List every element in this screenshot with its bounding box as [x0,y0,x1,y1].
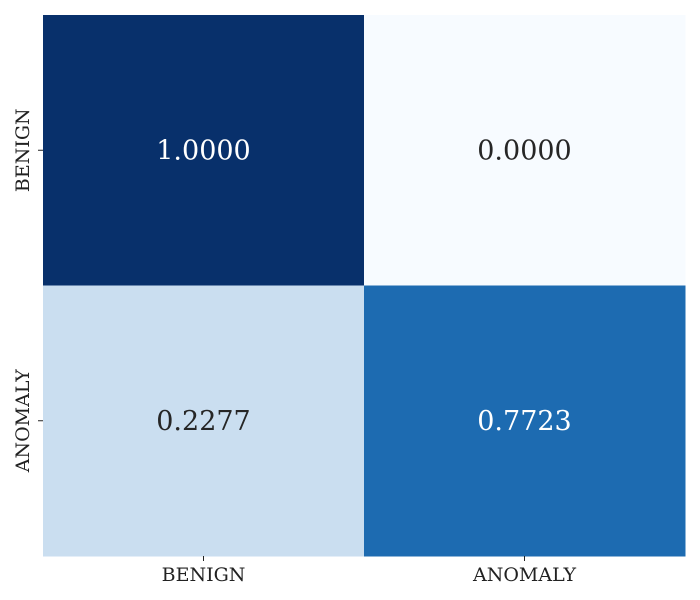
x-axis: BENIGN ANOMALY [162,556,577,586]
y-axis: BENIGN ANOMALY [12,108,43,473]
heatmap-cell-labels: 1.0000 0.0000 0.2277 0.7723 [156,135,571,437]
y-tick-label-benign: BENIGN [12,108,34,192]
x-tick-label-benign: BENIGN [162,564,246,586]
cell-anomaly-anomaly [364,285,686,557]
cell-anomaly-benign [43,285,365,557]
cell-anomaly-anomaly-value: 0.7723 [477,406,571,437]
y-tick-label-anomaly: ANOMALY [12,369,34,474]
cell-anomaly-benign-value: 0.2277 [156,406,250,437]
x-tick-label-anomaly: ANOMALY [472,564,577,586]
cell-benign-anomaly-value: 0.0000 [477,135,571,166]
cell-benign-benign [43,15,365,286]
heatmap-cells [43,15,686,557]
cell-benign-benign-value: 1.0000 [156,135,250,166]
cell-benign-anomaly [364,15,686,286]
